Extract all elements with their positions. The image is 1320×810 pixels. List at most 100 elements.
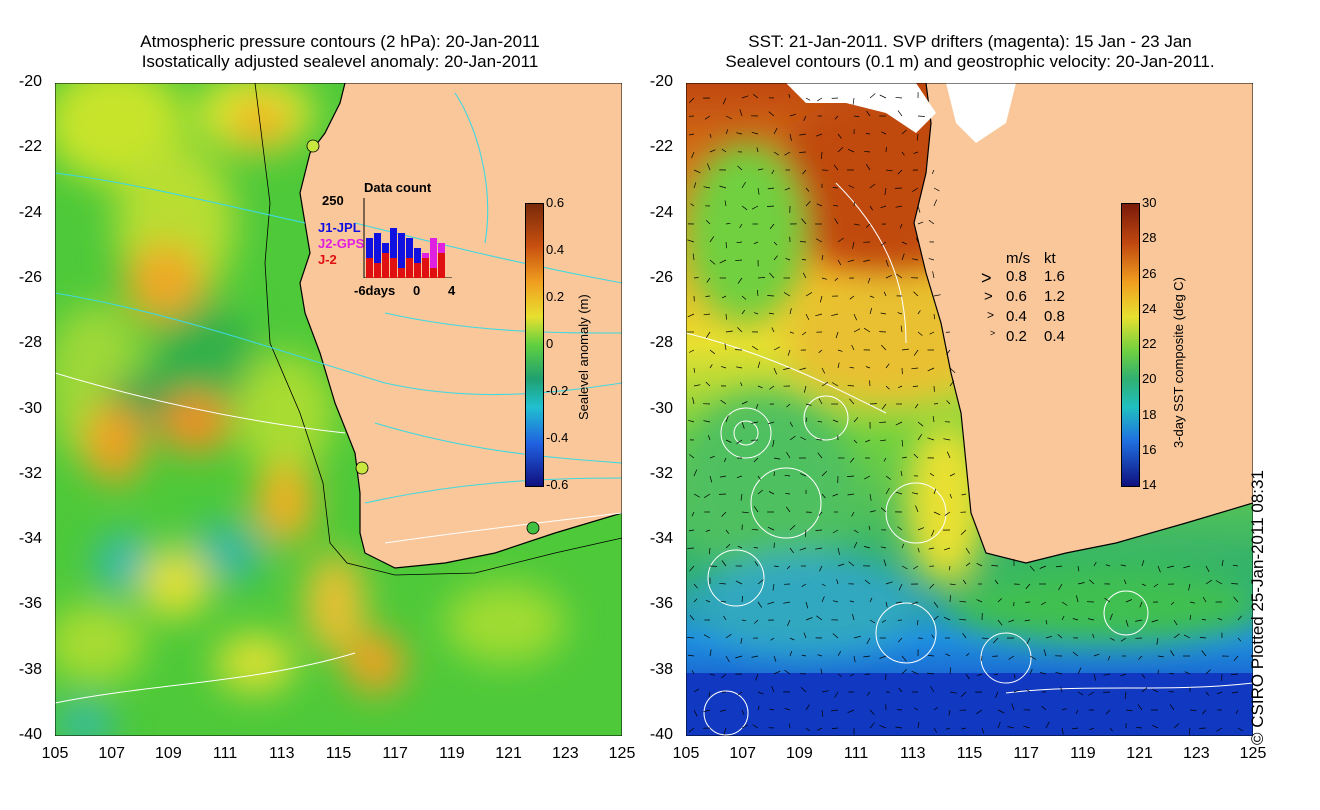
velocity-arrow: [866, 637, 871, 645]
data-count-max: 250: [322, 193, 344, 208]
velocity-arrow: [741, 421, 745, 429]
velocity-arrow: [885, 169, 893, 172]
velocity-arrow: [931, 169, 935, 175]
y-tick-label: -22: [649, 138, 673, 156]
velocity-arrow: [1045, 721, 1050, 729]
velocity-arrow: [1087, 618, 1095, 621]
velocity-legend-ms: 0.6: [1006, 288, 1027, 305]
velocity-arrow: [869, 493, 872, 501]
colorbar-tick-label: 0.6: [546, 195, 565, 210]
velocity-arrow: [933, 403, 939, 405]
velocity-arrow: [880, 205, 887, 209]
velocity-arrow: [869, 597, 873, 603]
velocity-arrow: [799, 133, 807, 136]
velocity-arrow: [725, 241, 727, 249]
velocity-arrow: [1205, 579, 1212, 585]
velocity-arrow: [709, 364, 713, 369]
velocity-arrow: [833, 164, 839, 171]
velocity-arrow: [786, 565, 791, 570]
velocity-arrow: [1041, 706, 1047, 711]
velocity-arrow: [737, 545, 743, 549]
velocity-arrow: [1011, 703, 1015, 711]
velocity-arrow: [1189, 601, 1195, 604]
velocity-arrow: [1233, 655, 1239, 662]
velocity-arrow: [688, 727, 695, 733]
velocity-arrow: [705, 381, 711, 387]
velocity-arrow: [850, 457, 855, 463]
velocity-arrow: [1205, 669, 1211, 675]
velocity-arrow: [1237, 727, 1244, 732]
velocity-arrow: [851, 511, 855, 517]
velocity-arrow: [848, 184, 855, 189]
y-tick-label: -34: [18, 530, 42, 548]
velocity-arrow: [751, 205, 759, 210]
velocity-arrow: [723, 727, 727, 735]
velocity-arrow: [1107, 655, 1111, 661]
right-title-line2: Sealevel contours (0.1 m) and geostrophi…: [725, 52, 1215, 71]
velocity-arrow: [895, 96, 903, 99]
velocity-arrow: [917, 722, 920, 729]
velocity-arrow: [773, 346, 780, 351]
velocity-arrow: [1104, 597, 1111, 603]
velocity-arrow: [965, 562, 971, 567]
velocity-arrow: [834, 218, 839, 225]
velocity-arrow: [709, 547, 711, 555]
y-tick-label: -38: [649, 660, 673, 678]
x-tick-label: 113: [900, 745, 926, 762]
velocity-arrow: [901, 129, 907, 135]
velocity-arrow: [693, 688, 700, 693]
velocity-legend-kt: 1.6: [1044, 268, 1065, 285]
velocity-arrow: [705, 331, 711, 338]
velocity-arrow: [688, 419, 695, 423]
velocity-arrow: [1029, 655, 1037, 660]
velocity-arrow: [1061, 708, 1067, 711]
velocity-arrow: [802, 272, 807, 279]
velocity-arrow: [1201, 619, 1207, 621]
velocity-arrow: [831, 382, 839, 387]
colorbar-tick-label: 28: [1142, 230, 1157, 246]
velocity-arrow: [690, 203, 695, 207]
velocity-arrow: [1188, 727, 1191, 736]
velocity-arrow: [879, 655, 887, 659]
velocity-arrow: [835, 331, 839, 339]
velocity-arrow: [948, 565, 951, 571]
velocity-arrow: [847, 493, 855, 496]
velocity-arrow: [1201, 650, 1207, 657]
velocity-arrow: [853, 115, 860, 117]
velocity-arrow: [832, 493, 839, 497]
velocity-arrow: [693, 709, 698, 717]
velocity-arrow: [757, 579, 764, 585]
velocity-arrow: [693, 598, 698, 603]
velocity-arrow: [848, 561, 855, 567]
velocity-arrow: [865, 164, 871, 171]
velocity-arrow: [837, 362, 840, 369]
velocity-arrow: [1135, 619, 1143, 622]
velocity-arrow: [799, 547, 807, 551]
left-title-line2: Isostatically adjusted sealevel anomaly:…: [141, 52, 539, 71]
velocity-arrow: [741, 724, 749, 729]
velocity-arrow: [1141, 583, 1147, 587]
velocity-arrow: [847, 709, 855, 714]
velocity-arrow: [1232, 564, 1239, 567]
velocity-arrow: [879, 725, 887, 729]
velocity-arrow: [773, 127, 778, 135]
velocity-arrow: [1120, 673, 1127, 677]
velocity-arrow: [817, 452, 823, 459]
x-tick-label: 123: [1182, 745, 1210, 762]
velocity-arrow: [741, 619, 747, 622]
velocity-arrow: [914, 403, 919, 409]
velocity-arrow: [769, 272, 775, 279]
sealevel-colorbar-label: Sealevel anomaly (m): [576, 294, 591, 420]
velocity-arrow: [1189, 614, 1192, 621]
x-tick-label: 117: [382, 745, 408, 762]
velocity-arrow: [725, 633, 732, 639]
velocity-arrow: [900, 470, 903, 477]
velocity-arrow: [912, 187, 919, 192]
velocity-arrow: [917, 115, 925, 117]
velocity-arrow: [720, 600, 727, 603]
velocity-arrow: [869, 709, 875, 715]
velocity-arrow: [933, 511, 941, 516]
velocity-arrow: [1076, 595, 1079, 603]
velocity-arrow: [741, 595, 744, 603]
velocity-arrow: [1169, 704, 1175, 711]
